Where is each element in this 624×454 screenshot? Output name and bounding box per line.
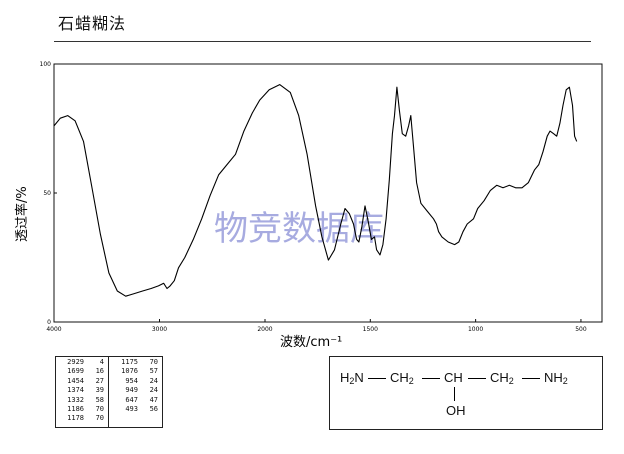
peak-row: 1186 70 <box>56 405 108 414</box>
peak-transmittance: 47 <box>149 395 158 404</box>
peak-row: 1454 27 <box>56 377 108 386</box>
peak-row: 1374 39 <box>56 386 108 395</box>
bond-oh <box>454 387 455 401</box>
x-axis-label: 波数/cm⁻¹ <box>280 335 342 350</box>
y-axis-label: 透过率/% <box>14 186 30 242</box>
x-tick-label: 3000 <box>152 326 167 333</box>
peak-transmittance: 24 <box>149 386 158 395</box>
peak-transmittance: 16 <box>95 367 104 376</box>
peak-table-left-column: 2929 4 1699 16 1454 27 1374 39 1332 58 1186 70 1178 7… <box>56 358 108 424</box>
peak-wavenumber: 1699 <box>67 367 84 376</box>
peak-row: 647 47 <box>110 396 162 405</box>
peak-wavenumber: 1374 <box>67 386 84 395</box>
peak-wavenumber: 1076 <box>121 367 138 376</box>
peak-transmittance: 4 <box>99 358 104 366</box>
peak-row: 1699 16 <box>56 367 108 376</box>
watermark: 物竞数据库 <box>214 209 384 249</box>
peak-row: 1178 70 <box>56 414 108 423</box>
structure-amine-left: H2N <box>340 370 364 386</box>
peak-row: 1076 57 <box>110 367 162 376</box>
peak-row: 949 24 <box>110 386 162 395</box>
peak-row: 1175 70 <box>110 358 162 367</box>
peak-transmittance: 56 <box>149 405 158 414</box>
peak-transmittance: 39 <box>95 386 104 395</box>
y-tick-label: 100 <box>40 61 52 68</box>
x-tick-label: 1000 <box>468 326 483 333</box>
bond-4 <box>522 378 540 379</box>
x-tick-label: 500 <box>575 326 587 333</box>
page-title: 石蜡糊法 <box>58 14 127 33</box>
structure-amine-right: NH2 <box>544 370 568 386</box>
bond-2 <box>422 378 440 379</box>
peak-transmittance: 24 <box>149 376 158 385</box>
peak-transmittance: 58 <box>95 395 104 404</box>
peak-wavenumber: 1454 <box>67 376 84 385</box>
peak-transmittance: 27 <box>95 376 104 385</box>
peak-wavenumber: 949 <box>125 386 138 395</box>
x-tick-label: 1500 <box>363 326 378 333</box>
y-tick-label: 0 <box>47 319 51 326</box>
peak-table-right-column: 1175 70 1076 57 954 24 949 24 647 47 493 56 <box>110 358 162 414</box>
peak-row: 1332 58 <box>56 396 108 405</box>
peak-table-divider <box>108 357 109 427</box>
bond-1 <box>368 378 386 379</box>
x-axis-ticks: 4000 3000 2000 1500 1000 500 <box>46 319 587 333</box>
peak-wavenumber: 2929 <box>67 358 84 366</box>
structure-ch2-left: CH2 <box>390 370 414 386</box>
peak-row: 2929 4 <box>56 358 108 367</box>
y-axis-ticks: 0 50 100 <box>40 61 57 326</box>
peak-wavenumber: 954 <box>125 376 138 385</box>
structure-box: H2N CH2 CH CH2 NH2 OH <box>329 356 603 430</box>
title-divider <box>54 41 591 42</box>
bond-3 <box>468 378 486 379</box>
peak-wavenumber: 1332 <box>67 395 84 404</box>
peak-table: 2929 4 1699 16 1454 27 1374 39 1332 58 1186 70 1178 7… <box>55 356 163 428</box>
peak-wavenumber: 647 <box>125 395 138 404</box>
peak-row: 954 24 <box>110 377 162 386</box>
structure-ch2-right: CH2 <box>490 370 514 386</box>
peak-transmittance: 57 <box>149 367 158 376</box>
structure-ch: CH <box>444 370 463 385</box>
peak-row: 493 56 <box>110 405 162 414</box>
peak-wavenumber: 1186 <box>67 405 84 414</box>
spectrum-series <box>53 84 578 297</box>
peak-wavenumber: 1178 <box>67 414 84 423</box>
plot-frame <box>53 63 603 323</box>
peak-wavenumber: 1175 <box>121 358 138 366</box>
peak-transmittance: 70 <box>149 358 158 366</box>
x-tick-label: 2000 <box>257 326 272 333</box>
y-tick-label: 50 <box>43 190 51 197</box>
x-tick-label: 4000 <box>46 326 61 333</box>
peak-wavenumber: 493 <box>125 405 138 414</box>
peak-transmittance: 70 <box>95 414 104 423</box>
spectrum-line <box>53 84 578 297</box>
peak-transmittance: 70 <box>95 405 104 414</box>
structure-hydroxyl: OH <box>446 403 466 418</box>
